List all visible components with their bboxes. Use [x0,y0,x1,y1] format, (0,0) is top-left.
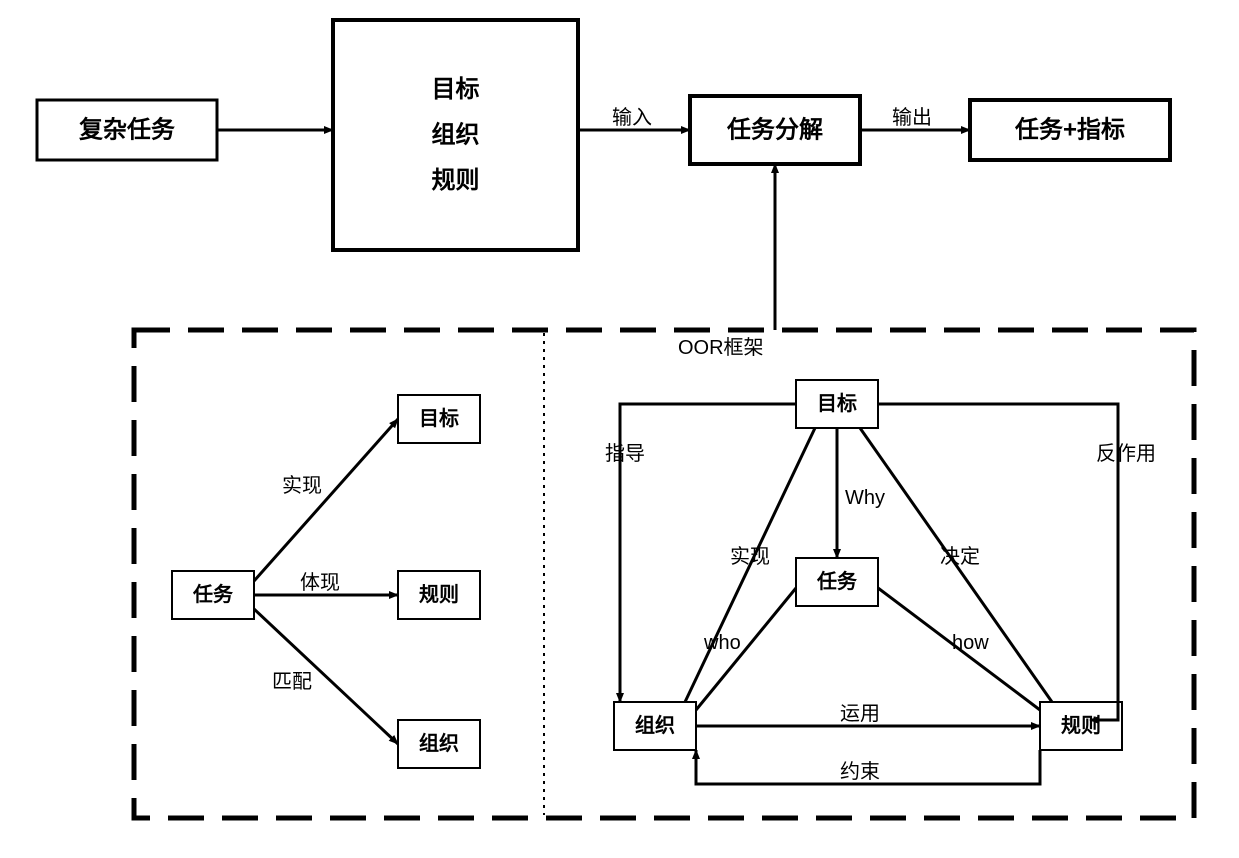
edge-label: 反作用 [1096,442,1156,465]
edge-label: how [952,632,989,654]
node-label: 目标 [817,392,857,415]
edge-label: 决定 [940,545,980,568]
edge-label: 匹配 [272,671,312,693]
edge [254,419,398,581]
oor-label: OOR框架 [678,336,764,359]
node-label: 规则 [419,583,459,606]
node-label: 组织 [432,121,480,149]
oor-diagram: OOR框架复杂任务目标组织规则任务分解任务+指标任务目标规则组织目标任务组织规则… [0,0,1239,858]
node-label: 组织 [419,731,459,755]
edge [878,404,1118,720]
node-label: 复杂任务 [78,116,176,144]
edge-label: 运用 [840,703,880,725]
node-label: 目标 [419,407,459,430]
node-label: 任务 [816,569,858,593]
node-label: 规则 [1061,714,1101,737]
node-label: 任务 [192,582,234,606]
edge-label: 体现 [300,571,340,594]
node-label: 目标 [432,76,480,103]
edge-label: 指导 [605,442,645,465]
edge-label: 实现 [282,474,322,497]
edge-label: 约束 [840,760,880,783]
node-label: 任务+指标 [1014,116,1125,144]
edge-label: 输出 [892,106,932,129]
edge-label: 实现 [730,545,770,568]
node-label: 组织 [635,713,675,737]
edge-label: Why [845,487,885,509]
node-label: 任务分解 [726,116,823,144]
node-label: 规则 [432,167,480,194]
edge-label: 输入 [612,106,652,129]
